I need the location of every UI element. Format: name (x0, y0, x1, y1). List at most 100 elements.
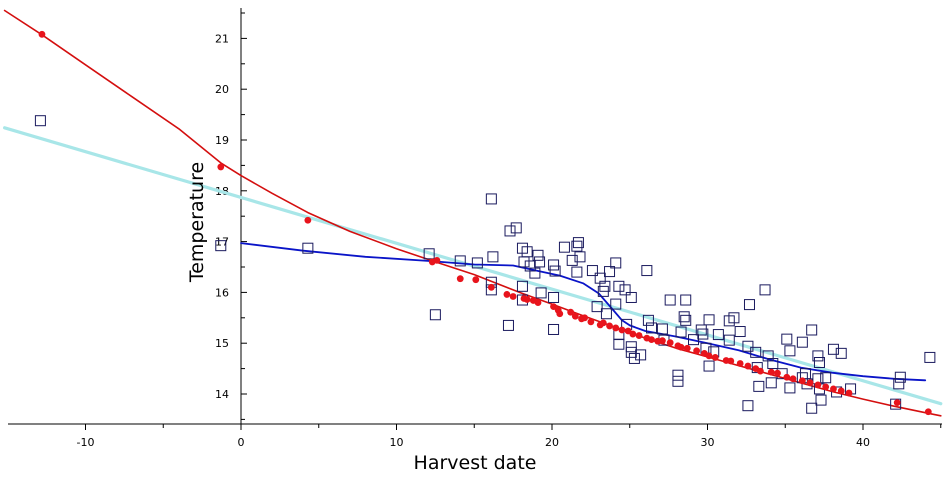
data-point-square (703, 360, 715, 372)
data-point-square (485, 193, 497, 205)
data-point-square (815, 394, 827, 406)
data-point-square (215, 240, 227, 252)
data-point-square (599, 280, 611, 292)
data-point-square (610, 257, 622, 269)
data-point-square (548, 259, 560, 271)
y-tick-label: 19 (215, 134, 229, 147)
data-point-dot (612, 324, 620, 332)
data-point-square (574, 251, 586, 263)
data-point-square (656, 323, 668, 335)
data-point-square (641, 265, 653, 277)
data-point-square (516, 280, 528, 292)
data-point-square (625, 341, 637, 353)
data-point-square (664, 294, 676, 306)
data-point-square (532, 249, 544, 261)
data-point-dot (38, 30, 46, 38)
data-point-dot (677, 343, 685, 351)
data-point-dot (666, 339, 674, 347)
data-point-square (571, 240, 583, 252)
data-point-square (628, 352, 640, 364)
y-tick-label: 15 (215, 337, 229, 350)
series-layer (2, 9, 943, 417)
data-point-dot (472, 276, 480, 284)
data-point-dot (736, 360, 744, 367)
data-point-square (784, 345, 796, 357)
data-point-square (302, 242, 314, 254)
data-point-square (680, 294, 692, 306)
data-point-dot (487, 283, 495, 291)
data-point-dot (606, 322, 613, 330)
data-point-dot (767, 368, 775, 376)
data-point-square (529, 267, 541, 279)
data-point-square (799, 368, 811, 380)
data-point-square (613, 338, 625, 350)
data-point-dot (830, 385, 837, 393)
data-point-dot (893, 399, 901, 407)
data-point-square (820, 372, 832, 384)
data-point-dot (783, 373, 791, 381)
data-point-square (767, 358, 779, 370)
data-point-square (548, 291, 560, 303)
data-point-dot (599, 319, 607, 327)
series-line-2 (3, 9, 942, 417)
data-point-square (765, 377, 777, 389)
data-point-dot (456, 275, 464, 283)
data-point-dot (534, 299, 542, 306)
x-axis-title: Harvest date (414, 452, 537, 474)
data-point-square (571, 266, 583, 278)
data-point-dot (618, 326, 626, 334)
data-point-dot (814, 381, 822, 389)
data-point-square (697, 328, 709, 340)
data-point-square (625, 346, 637, 358)
data-point-square (672, 375, 684, 387)
data-point-square (566, 254, 578, 266)
data-point-dot (217, 163, 225, 171)
y-tick-label: 20 (215, 83, 229, 96)
data-point-square (635, 349, 647, 361)
data-point-dot (924, 408, 932, 416)
data-point-square (806, 324, 818, 336)
data-point-square (600, 308, 612, 320)
data-point-square (535, 287, 547, 299)
y-tick-label: 14 (215, 388, 229, 401)
y-tick-label: 17 (215, 236, 229, 249)
data-point-square (604, 266, 616, 278)
data-point-square (610, 298, 622, 310)
data-point-dot (683, 344, 691, 352)
data-point-square (835, 347, 847, 359)
data-point-square (894, 371, 906, 383)
data-point-dot (581, 314, 589, 322)
data-point-square (796, 336, 808, 348)
y-tick-label: 16 (215, 286, 229, 299)
data-point-dot (789, 375, 797, 383)
data-point-square (728, 312, 740, 324)
data-point-square (695, 324, 707, 336)
data-point-square (723, 334, 735, 346)
data-point-square (625, 291, 637, 303)
data-point-dot (635, 332, 643, 339)
data-point-square (680, 314, 692, 326)
x-tick-label: -10 (77, 436, 95, 449)
data-point-dot (509, 293, 517, 300)
data-point-square (572, 237, 584, 249)
data-point-square (521, 246, 533, 258)
x-tick-label: 30 (701, 436, 715, 449)
x-tick-label: 0 (238, 436, 245, 449)
x-tick-label: 40 (856, 436, 870, 449)
y-axis-title: Temperature (186, 162, 208, 283)
data-point-dot (567, 308, 575, 316)
data-point-dot (774, 369, 781, 377)
data-point-dot (503, 291, 511, 298)
data-point-dot (845, 389, 853, 397)
data-point-square (827, 343, 839, 355)
x-tick-label: 10 (390, 436, 404, 449)
data-point-dot (806, 379, 814, 387)
data-point-square (890, 398, 902, 410)
data-point-square (784, 382, 796, 394)
data-point-square (924, 351, 936, 363)
data-point-square (813, 357, 825, 369)
data-point-square (675, 326, 687, 338)
data-point-dot (798, 377, 806, 385)
